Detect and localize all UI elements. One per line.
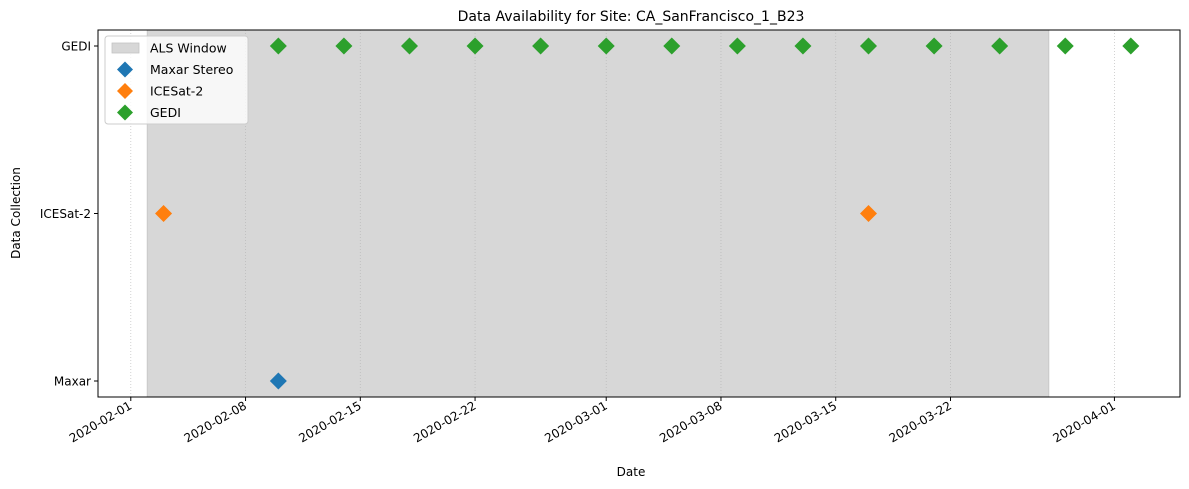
x-tick-label: 2020-03-01 xyxy=(542,398,609,445)
data-point xyxy=(466,37,484,55)
data-point xyxy=(663,37,681,55)
legend-marker xyxy=(117,61,133,78)
als-window-band xyxy=(146,29,1050,398)
legend-marker xyxy=(117,104,133,121)
x-tick-label: 2020-03-22 xyxy=(887,398,954,445)
legend-label: ALS Window xyxy=(150,41,227,56)
x-tick-label: 2020-04-01 xyxy=(1051,398,1118,445)
legend-box xyxy=(104,35,249,125)
legend-label: GEDI xyxy=(150,105,181,120)
data-point xyxy=(794,37,812,55)
x-tick-label: 2020-02-15 xyxy=(296,398,363,445)
y-tick-label: GEDI xyxy=(61,40,91,54)
data-point xyxy=(597,37,615,55)
data-point xyxy=(335,37,353,55)
legend-marker xyxy=(117,83,133,99)
x-tick-label: 2020-02-01 xyxy=(67,398,134,445)
x-tick-label: 2020-03-15 xyxy=(772,398,839,445)
legend-label: ICESat-2 xyxy=(150,84,203,99)
chart-title: Data Availability for Site: CA_SanFranci… xyxy=(458,9,805,25)
data-point xyxy=(269,372,287,390)
x-tick-label: 2020-02-22 xyxy=(411,398,478,445)
data-point xyxy=(400,37,418,55)
plot-area xyxy=(130,29,1140,398)
y-tick-label: Maxar xyxy=(54,375,91,389)
data-point xyxy=(925,37,943,55)
y-axis-title: Data Collection xyxy=(9,167,23,259)
data-point xyxy=(860,37,878,55)
data-point xyxy=(269,37,287,55)
data-point xyxy=(991,37,1009,55)
data-point xyxy=(1122,37,1140,55)
data-point xyxy=(1056,37,1074,55)
data-point xyxy=(728,37,746,55)
legend: ALS Window Maxar Stereo ICESat-2 GEDI xyxy=(104,35,249,125)
x-tick-label: 2020-02-08 xyxy=(182,398,249,445)
data-point xyxy=(532,37,550,55)
y-tick-label: ICESat-2 xyxy=(40,207,91,221)
legend-label: Maxar Stereo xyxy=(150,62,233,77)
x-tick-label: 2020-03-08 xyxy=(657,398,724,445)
data-point xyxy=(155,205,173,222)
x-axis-title: Date xyxy=(617,465,646,479)
data-point xyxy=(860,205,878,222)
legend-swatch-band xyxy=(111,42,140,54)
